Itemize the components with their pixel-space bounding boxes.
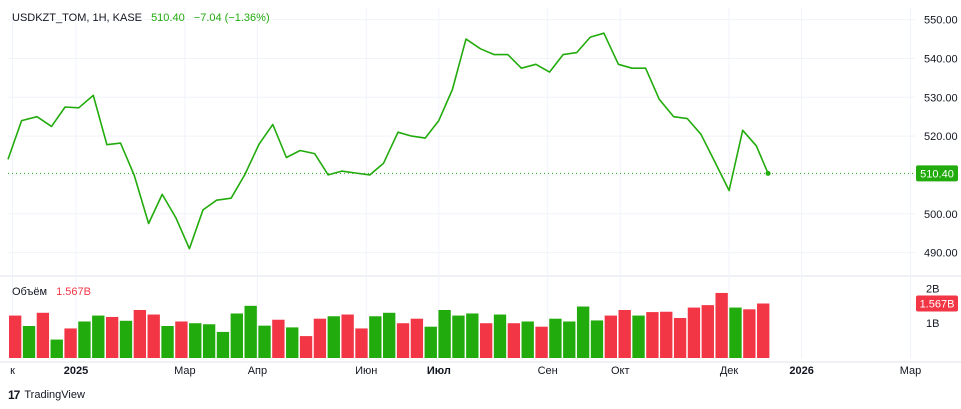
price-axis[interactable]: 490.00500.00510.00520.00530.00540.00550.… xyxy=(916,15,958,260)
symbol-legend[interactable]: USDKZT_TOM, 1H, KASE 510.40 −7.04 (−1.36… xyxy=(12,12,270,24)
price-tick-label: 500.00 xyxy=(924,209,958,221)
volume-bar xyxy=(175,321,188,358)
volume-bar xyxy=(230,313,243,358)
price-tick-label: 520.00 xyxy=(924,131,958,143)
volume-value: 1.567B xyxy=(56,286,91,298)
last-price-point xyxy=(765,170,771,176)
volume-bar xyxy=(92,315,105,358)
volume-bar xyxy=(22,326,36,358)
time-tick-label: Июн xyxy=(355,365,377,377)
volume-bar xyxy=(535,326,548,358)
volume-bar xyxy=(646,312,659,358)
volume-bar xyxy=(202,324,216,358)
time-tick-label: 2025 xyxy=(64,365,88,377)
last-price: 510.40 xyxy=(151,12,185,24)
volume-bar xyxy=(604,315,618,358)
volume-bar xyxy=(244,305,257,358)
volume-bar xyxy=(161,326,174,358)
volume-bar xyxy=(258,325,271,358)
price-tick-label: 540.00 xyxy=(924,53,958,65)
volume-bar xyxy=(133,310,147,358)
volume-bar xyxy=(189,323,202,358)
volume-bars xyxy=(9,292,770,358)
volume-bar xyxy=(632,315,645,358)
volume-axis[interactable]: 1B 2B 1.567B xyxy=(916,283,958,330)
volume-bar xyxy=(452,315,465,358)
volume-bar xyxy=(701,305,714,358)
brand-name: TradingView xyxy=(24,389,85,401)
time-axis[interactable]: к 2025 Мар Апр Июн Июл Сен Окт Дек 2026 Мар xyxy=(10,365,921,377)
price-tick-label: 530.00 xyxy=(924,92,958,104)
volume-bar xyxy=(729,307,742,358)
volume-bar xyxy=(105,316,119,358)
volume-bar xyxy=(355,328,368,358)
volume-bar xyxy=(9,315,22,358)
volume-bar xyxy=(216,331,230,358)
tradingview-brand[interactable]: 17 TradingView xyxy=(8,388,85,402)
volume-bar xyxy=(438,310,451,358)
volume-bar xyxy=(341,314,354,358)
volume-bar xyxy=(410,318,424,358)
volume-bar xyxy=(424,326,437,358)
volume-bar xyxy=(576,306,590,358)
volume-bar xyxy=(286,327,299,358)
volume-bar xyxy=(479,323,493,358)
volume-bar xyxy=(757,303,770,358)
symbol-name: USDKZT_TOM, 1H, KASE xyxy=(12,12,142,24)
volume-bar xyxy=(36,312,50,358)
volume-bar xyxy=(743,309,756,358)
volume-bar xyxy=(369,316,382,358)
volume-bar xyxy=(78,321,91,358)
time-tick-label: Июл xyxy=(427,365,451,377)
volume-bar xyxy=(147,314,160,358)
time-tick-label: к xyxy=(10,365,15,377)
volume-bar xyxy=(50,339,63,358)
volume-bar xyxy=(521,321,534,358)
volume-bar xyxy=(327,316,340,358)
volume-bar xyxy=(64,328,77,358)
volume-bar xyxy=(493,314,507,358)
volume-bar xyxy=(549,318,562,358)
time-tick-label: Мар xyxy=(900,365,922,377)
volume-bar xyxy=(563,321,576,358)
time-tick-label: 2026 xyxy=(789,365,813,377)
volume-bar xyxy=(119,320,133,358)
volume-bar xyxy=(673,318,687,358)
volume-badge-label: 1.567B xyxy=(920,298,955,310)
tradingview-logo-icon: 17 xyxy=(8,388,20,402)
last-price-badge-label: 510.40 xyxy=(920,168,954,180)
volume-bar xyxy=(715,292,728,358)
volume-bar xyxy=(618,310,631,358)
time-tick-label: Апр xyxy=(248,365,267,377)
time-tick-label: Мар xyxy=(174,365,196,377)
volume-bar xyxy=(272,319,285,358)
volume-bar xyxy=(299,336,313,358)
price-tick-label: 490.00 xyxy=(924,248,958,260)
volume-bar xyxy=(313,318,327,358)
price-line xyxy=(7,32,769,250)
volume-bar xyxy=(660,311,673,358)
volume-badge xyxy=(916,295,958,312)
price-series xyxy=(7,32,915,250)
volume-bar xyxy=(590,320,604,358)
time-tick-label: Дек xyxy=(720,365,739,377)
price-change: −7.04 (−1.36%) xyxy=(193,12,270,24)
time-tick-label: Сен xyxy=(538,365,558,377)
volume-label: Объём xyxy=(12,286,48,298)
volume-bar xyxy=(383,312,396,358)
volume-bar xyxy=(687,307,701,358)
volume-bar xyxy=(466,313,479,358)
last-price-badge xyxy=(916,165,958,182)
volume-tick-label: 1B xyxy=(926,318,939,330)
volume-tick-label: 2B xyxy=(926,283,939,295)
volume-legend[interactable]: Объём 1.567B xyxy=(12,286,91,298)
price-tick-label: 550.00 xyxy=(924,15,958,27)
time-tick-label: Окт xyxy=(611,365,630,377)
chart-grid xyxy=(0,8,961,363)
volume-bar xyxy=(396,323,410,358)
volume-bar xyxy=(507,323,521,358)
